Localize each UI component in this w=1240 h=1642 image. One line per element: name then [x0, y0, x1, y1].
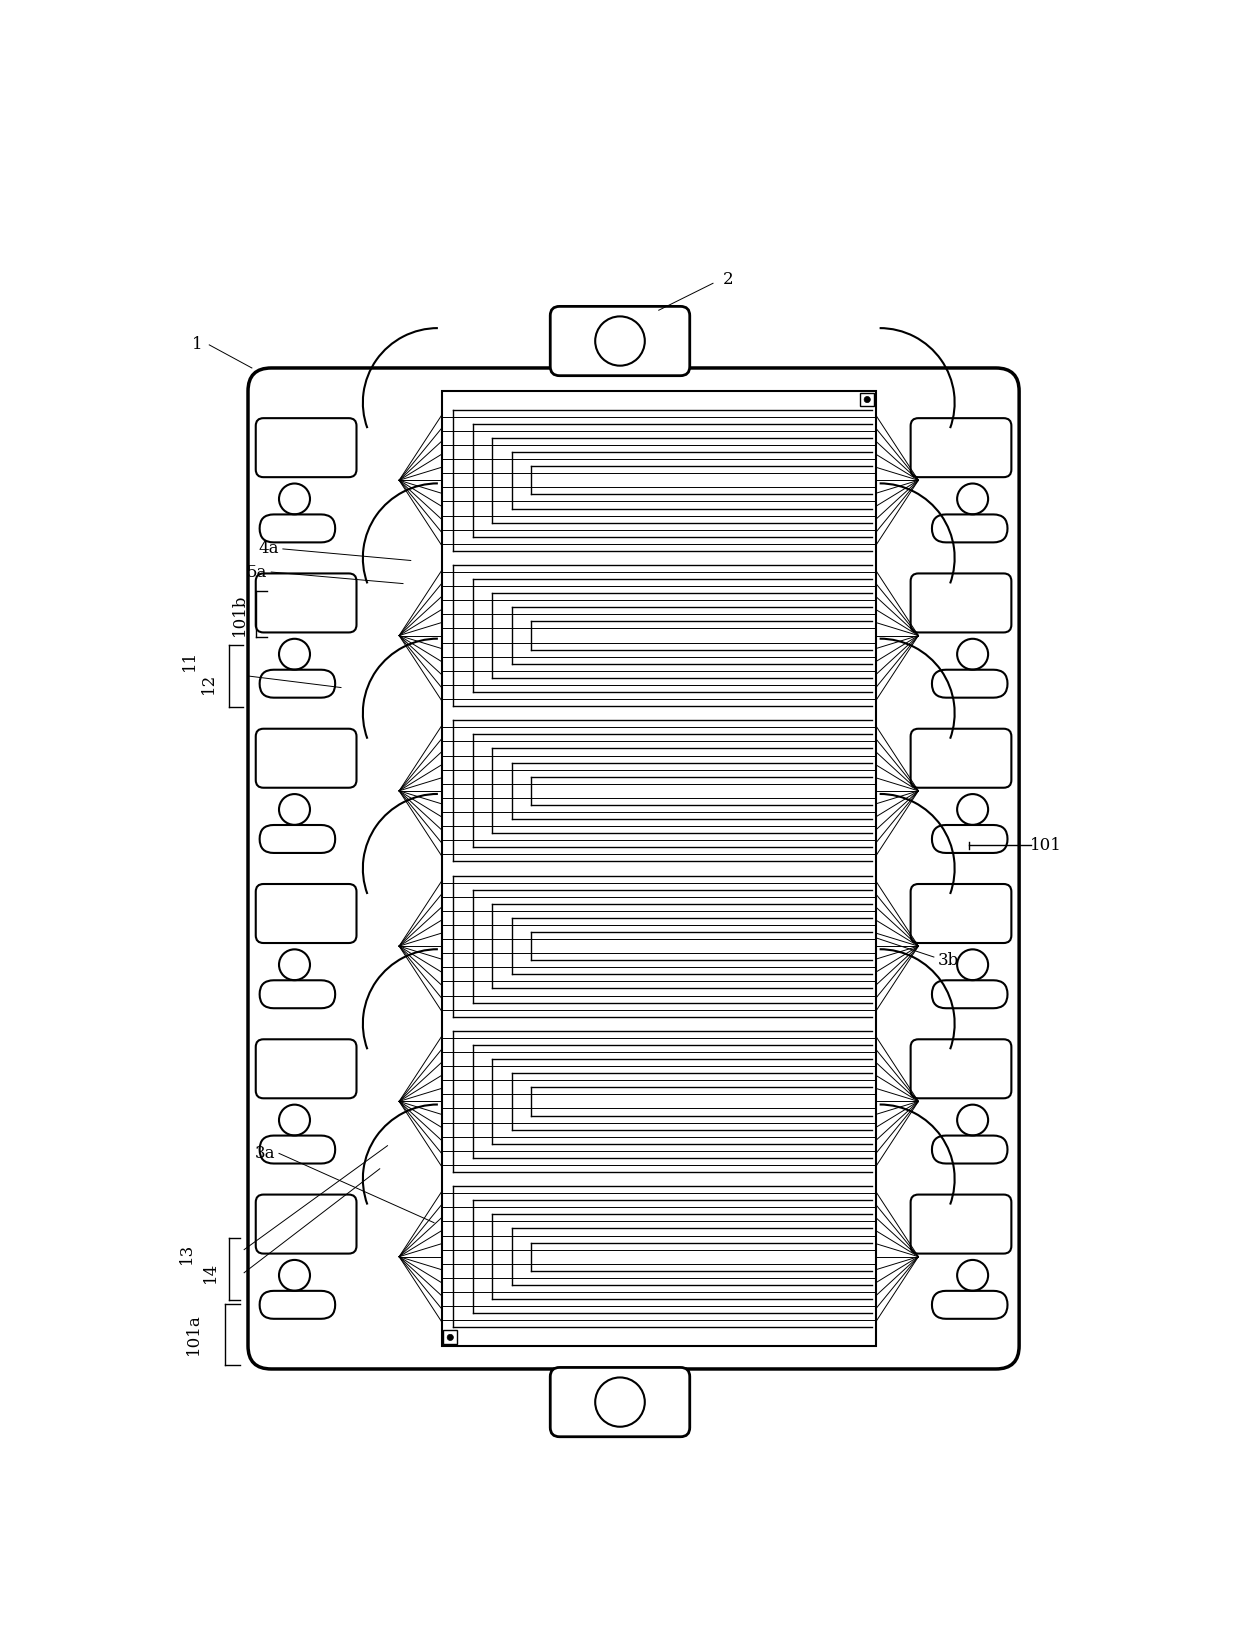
Text: 14: 14 — [202, 1263, 219, 1284]
Text: 3b: 3b — [937, 952, 959, 969]
FancyBboxPatch shape — [551, 1368, 689, 1437]
Circle shape — [448, 1335, 454, 1340]
Text: 2: 2 — [723, 271, 734, 287]
Text: 101a: 101a — [185, 1314, 202, 1355]
Text: 11: 11 — [181, 650, 197, 672]
FancyBboxPatch shape — [551, 307, 689, 376]
Text: 13: 13 — [177, 1243, 195, 1264]
Bar — [861, 392, 874, 407]
Circle shape — [864, 396, 870, 402]
Bar — [441, 391, 875, 1346]
Circle shape — [595, 317, 645, 366]
Text: 101: 101 — [1030, 837, 1063, 854]
FancyBboxPatch shape — [248, 368, 1019, 1369]
Text: 101b: 101b — [231, 593, 248, 635]
Text: 4a: 4a — [258, 540, 279, 557]
Circle shape — [595, 1378, 645, 1427]
Bar — [444, 1330, 458, 1345]
Text: 1: 1 — [192, 337, 203, 353]
Text: 3a: 3a — [254, 1144, 275, 1163]
Text: 5a: 5a — [247, 563, 268, 581]
Text: 12: 12 — [200, 673, 217, 695]
